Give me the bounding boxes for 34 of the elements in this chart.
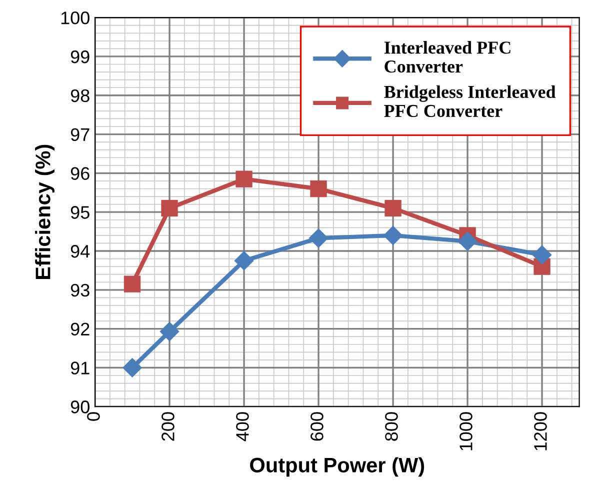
y-axis-title: Efficiency (%) [35, 144, 54, 279]
point [160, 322, 180, 342]
x-tick-label: 400 [236, 412, 249, 442]
x-tick-label: 200 [162, 412, 174, 441]
legend-label: Interleaved PFC Converter [384, 41, 510, 73]
x-axis-title: Output Power (W) [250, 457, 424, 477]
y-tick-label: 100 [61, 12, 90, 24]
point [383, 226, 403, 245]
point [122, 358, 142, 378]
y-tick-label: 93 [70, 284, 90, 297]
y-tick-label: 92 [70, 322, 90, 336]
point [124, 276, 141, 292]
x-tick-label: 600 [310, 412, 324, 441]
legend-label: Bridgeless Interleaved PFC Converter [384, 85, 556, 118]
point [384, 200, 402, 217]
y-tick-label: 91 [70, 362, 90, 374]
y-tick-label: 99 [70, 50, 90, 64]
point [310, 180, 327, 198]
y-tick-label: 96 [70, 167, 90, 180]
x-tick-label: 1000 [460, 412, 472, 450]
y-tick-label: 97 [70, 128, 90, 142]
point [532, 245, 552, 264]
point [234, 251, 254, 270]
x-tick-label: 0 [87, 412, 100, 421]
y-tick-label: 90 [70, 400, 90, 414]
point [161, 200, 178, 217]
y-tick-label: 98 [70, 89, 90, 102]
point [308, 228, 328, 248]
x-tick-label: 800 [385, 412, 398, 441]
point [458, 232, 478, 251]
y-tick-label: 95 [70, 206, 90, 219]
y-tick-label: 94 [70, 244, 90, 258]
point [236, 170, 252, 188]
x-tick-label: 1200 [534, 412, 547, 450]
